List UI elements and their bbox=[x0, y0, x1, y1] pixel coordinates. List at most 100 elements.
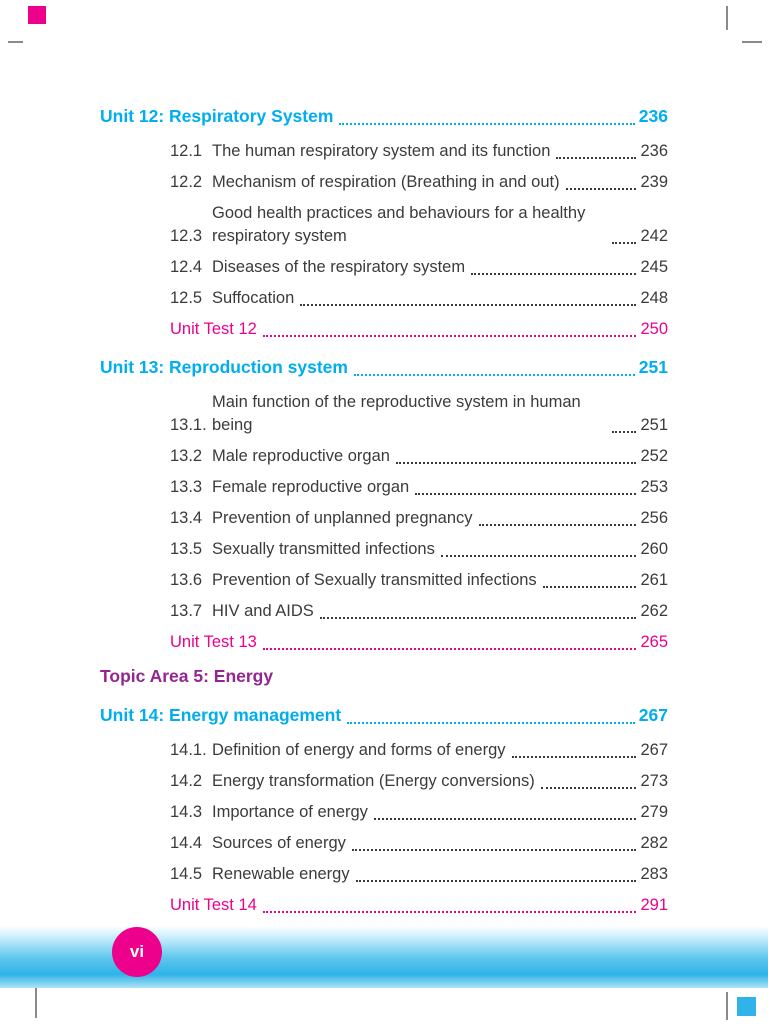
dot-leader bbox=[540, 787, 637, 789]
toc-entry: 13.2 Male reproductive organ 252 bbox=[100, 445, 668, 468]
toc-entry-number: 14.5 bbox=[170, 865, 203, 883]
dot-leader bbox=[395, 462, 637, 464]
toc-entry-page: 248 bbox=[640, 289, 668, 307]
toc-entry-page: 267 bbox=[640, 741, 668, 759]
page-number-badge: vi bbox=[112, 927, 162, 977]
dot-leader bbox=[565, 188, 637, 190]
unit-heading-page: 251 bbox=[638, 357, 668, 377]
registration-square-cyan bbox=[737, 997, 756, 1016]
dot-leader bbox=[339, 123, 635, 125]
dot-leader bbox=[355, 880, 637, 882]
dot-leader bbox=[612, 431, 637, 433]
dot-leader bbox=[262, 648, 637, 650]
unit-heading-page: 267 bbox=[638, 705, 668, 725]
toc-entry-number: 13.5 bbox=[170, 540, 203, 558]
toc-entry: 13.7 HIV and AIDS 262 bbox=[100, 600, 668, 623]
dot-leader bbox=[511, 756, 637, 758]
dot-leader bbox=[262, 911, 637, 913]
toc-entry-page: 260 bbox=[640, 540, 668, 558]
toc-entry-number: 12.4 bbox=[170, 258, 203, 276]
toc-entry-page: 253 bbox=[640, 478, 668, 496]
registration-square-magenta bbox=[28, 6, 46, 24]
page-number-label: vi bbox=[129, 942, 145, 961]
unit-heading-label: Unit 14: Energy management bbox=[100, 705, 342, 725]
toc-entry-number: 14.2 bbox=[170, 772, 203, 790]
toc-entry-title: Suffocation bbox=[212, 289, 295, 307]
unit-test-page: 265 bbox=[640, 633, 668, 651]
toc-entry-page: 242 bbox=[640, 227, 668, 245]
dot-leader bbox=[351, 849, 637, 851]
toc-entry: 13.1. Main function of the reproductive … bbox=[100, 391, 668, 437]
toc-entry-number: 13.1. bbox=[170, 416, 207, 434]
unit-test-entry: Unit Test 12 250 bbox=[100, 318, 668, 341]
toc-entry: 14.2 Energy transformation (Energy conve… bbox=[100, 770, 668, 793]
toc-entry-title: Sexually transmitted infections bbox=[212, 540, 435, 558]
toc-entry-number: 13.6 bbox=[170, 571, 203, 589]
toc-entry-page: 256 bbox=[640, 509, 668, 527]
toc-unit-heading: Unit 14: Energy management 267 bbox=[100, 703, 668, 728]
dot-leader bbox=[373, 818, 637, 820]
toc-entry-number: 14.3 bbox=[170, 803, 203, 821]
dot-leader bbox=[319, 617, 637, 619]
unit-heading-page: 236 bbox=[638, 106, 668, 126]
toc-entry-title: HIV and AIDS bbox=[212, 602, 314, 620]
toc-entry-number: 13.3 bbox=[170, 478, 203, 496]
toc-entry: 14.5 Renewable energy 283 bbox=[100, 863, 668, 886]
dot-leader bbox=[542, 586, 637, 588]
toc-entry: 12.2 Mechanism of respiration (Breathing… bbox=[100, 171, 668, 194]
unit-test-page: 291 bbox=[640, 896, 668, 914]
unit-test-entry: Unit Test 14 291 bbox=[100, 894, 668, 917]
toc-entry: 13.6 Prevention of Sexually transmitted … bbox=[100, 569, 668, 592]
toc-entry: 13.5 Sexually transmitted infections 260 bbox=[100, 538, 668, 561]
toc-entry-page: 283 bbox=[640, 865, 668, 883]
dot-leader bbox=[415, 493, 637, 495]
toc-entry-page: 279 bbox=[640, 803, 668, 821]
unit-heading-label: Unit 13: Reproduction system bbox=[100, 357, 348, 377]
unit-test-label: Unit Test 14 bbox=[170, 896, 257, 914]
toc-entry-page: 252 bbox=[640, 447, 668, 465]
toc-entry-title: Main function of the reproductive system… bbox=[212, 393, 581, 434]
dot-leader bbox=[612, 242, 637, 244]
toc-entry-number: 13.7 bbox=[170, 602, 203, 620]
toc-entry-number: 14.4 bbox=[170, 834, 203, 852]
dot-leader bbox=[300, 304, 637, 306]
toc-entry-number: 12.3 bbox=[170, 227, 203, 245]
toc-entry: 14.3 Importance of energy 279 bbox=[100, 801, 668, 824]
toc-entry-page: 236 bbox=[640, 142, 668, 160]
unit-test-entry: Unit Test 13 265 bbox=[100, 631, 668, 654]
toc-unit-heading: Unit 12: Respiratory System 236 bbox=[100, 104, 668, 129]
toc-entry: 12.3 Good health practices and behaviour… bbox=[100, 202, 668, 248]
toc-entry-page: 261 bbox=[640, 571, 668, 589]
toc-entry-title: Prevention of unplanned pregnancy bbox=[212, 509, 473, 527]
toc-entry-page: 239 bbox=[640, 173, 668, 191]
unit-test-label: Unit Test 12 bbox=[170, 320, 257, 338]
toc-entry-title: Prevention of Sexually transmitted infec… bbox=[212, 571, 537, 589]
toc-entry-title: Importance of energy bbox=[212, 803, 368, 821]
toc-entry: 14.1. Definition of energy and forms of … bbox=[100, 739, 668, 762]
toc-entry-page: 245 bbox=[640, 258, 668, 276]
unit-heading-label: Unit 12: Respiratory System bbox=[100, 106, 334, 126]
toc-entry-page: 262 bbox=[640, 602, 668, 620]
toc-entry-number: 14.1. bbox=[170, 741, 207, 759]
toc-entry-title: Sources of energy bbox=[212, 834, 346, 852]
dot-leader bbox=[347, 722, 635, 724]
crop-mark bbox=[726, 6, 728, 30]
toc-entry-title: Female reproductive organ bbox=[212, 478, 410, 496]
toc-entry-page: 273 bbox=[640, 772, 668, 790]
toc-entry: 14.4 Sources of energy 282 bbox=[100, 832, 668, 855]
dot-leader bbox=[556, 157, 637, 159]
toc-entry: 13.4 Prevention of unplanned pregnancy 2… bbox=[100, 507, 668, 530]
crop-mark bbox=[742, 41, 762, 43]
crop-mark bbox=[726, 992, 728, 1020]
toc-entry-number: 12.5 bbox=[170, 289, 203, 307]
dot-leader bbox=[471, 273, 637, 275]
toc-entry: 13.3 Female reproductive organ 253 bbox=[100, 476, 668, 499]
toc-unit-heading: Unit 13: Reproduction system 251 bbox=[100, 355, 668, 380]
toc-entry-number: 13.4 bbox=[170, 509, 203, 527]
toc-entry-number: 13.2 bbox=[170, 447, 203, 465]
unit-test-label: Unit Test 13 bbox=[170, 633, 257, 651]
toc-entry-title: Male reproductive organ bbox=[212, 447, 390, 465]
toc-entry-title: Renewable energy bbox=[212, 865, 350, 883]
toc-entry: 12.4 Diseases of the respiratory system … bbox=[100, 256, 668, 279]
